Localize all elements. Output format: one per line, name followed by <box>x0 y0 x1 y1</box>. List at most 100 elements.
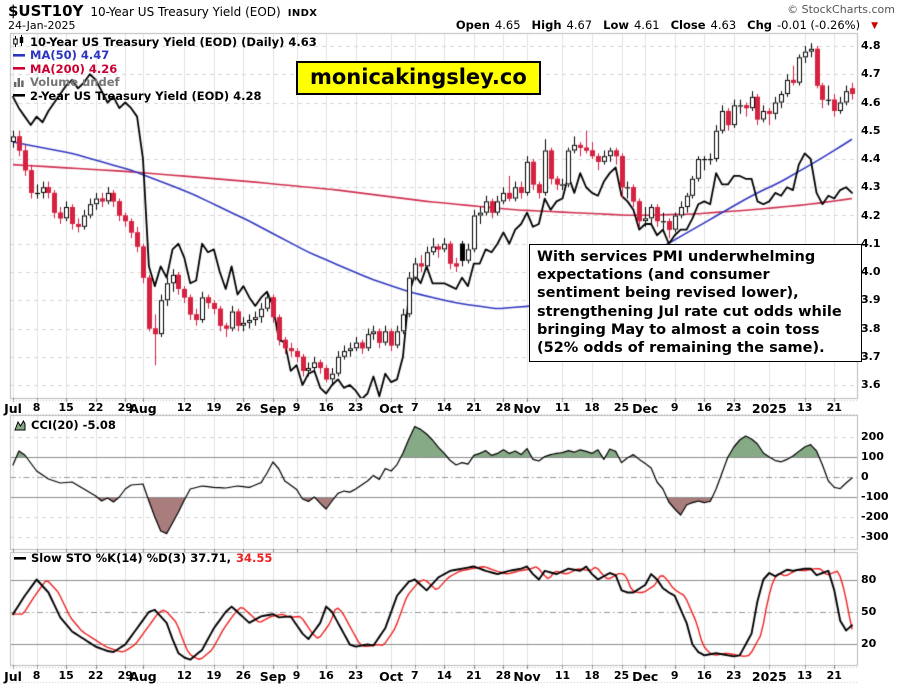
open-label: Open <box>455 18 490 32</box>
x-axis-tick-label: 16 <box>318 668 334 682</box>
x-axis-tick-label: Nov <box>513 401 541 416</box>
change-label: Chg <box>747 18 772 32</box>
change-down-arrow-icon: ▼ <box>871 21 878 31</box>
chart-header: $UST10Y 10-Year US Treasury Yield (EOD) … <box>8 2 317 20</box>
close-value: 4.63 <box>710 18 737 32</box>
x-axis-tick-label: 19 <box>206 668 222 682</box>
x-axis-tick-label: Oct <box>379 401 404 416</box>
x-axis-tick-label: 28 <box>495 668 512 682</box>
y-axis-tick-label: 4.7 <box>861 67 881 81</box>
x-axis-tick-label: 11 <box>554 401 571 414</box>
x-axis-tick-label: Nov <box>513 668 541 684</box>
x-axis-tick-label: 25 <box>613 668 630 682</box>
x-axis-tick-label: 21 <box>466 401 482 414</box>
line2y-icon <box>12 93 25 98</box>
x-axis-tick-label: 15 <box>58 401 74 414</box>
volume-icon <box>12 76 25 88</box>
high-value: 4.67 <box>566 18 593 32</box>
legend-item-label: 2-Year US Treasury Yield (EOD) 4.28 <box>30 88 262 103</box>
x-axis-tick-label: 29 <box>117 401 133 414</box>
sto-k-label: Slow STO %K(14) %D(3) 37.71, <box>31 551 231 565</box>
x-axis-tick-label: 21 <box>826 668 842 682</box>
x-axis-tick-label: 23 <box>726 668 742 682</box>
y-axis-tick-label: 4.6 <box>861 95 881 109</box>
x-axis-tick-label: Dec <box>632 401 659 416</box>
x-axis-tick-label: 16 <box>318 401 334 414</box>
x-axis-tick-label: Oct <box>379 668 404 684</box>
x-axis-tick-label: 12 <box>176 668 192 682</box>
y-axis-tick-label: 100 <box>861 450 884 463</box>
x-axis-tick-label: 2025 <box>751 668 787 684</box>
sto-line-icon <box>13 556 26 561</box>
cci-label: CCI(20) -5.08 <box>31 418 116 432</box>
annotation-box: With services PMI underwhelming expectat… <box>529 244 862 363</box>
legend-item: MA(200) 4.26 <box>12 62 317 76</box>
legend-item: Volume undef <box>12 75 317 89</box>
x-axis-tick-label: 22 <box>88 668 104 682</box>
candlestick-icon <box>12 35 25 48</box>
x-axis-tick-label: 2025 <box>751 401 787 416</box>
x-axis-tick-label: 21 <box>826 401 842 414</box>
x-axis-tick-label: 21 <box>466 668 482 682</box>
x-axis-tick-label: 26 <box>235 668 252 682</box>
legend-item: MA(50) 4.47 <box>12 48 317 63</box>
x-axis-tick-label: 25 <box>613 401 630 414</box>
y-axis-tick-label: 3.7 <box>861 349 881 363</box>
copyright: © StockCharts.com <box>787 3 895 16</box>
x-axis-tick-label: 19 <box>206 401 222 414</box>
x-axis-tick-label: 9 <box>670 668 679 682</box>
legend-item-label: 10-Year US Treasury Yield (EOD) (Daily) … <box>30 34 317 49</box>
x-axis-tick-label: 14 <box>436 668 452 682</box>
instrument-name: 10-Year US Treasury Yield (EOD) <box>90 5 281 19</box>
sto-legend: Slow STO %K(14) %D(3) 37.71, 34.55 <box>13 551 272 565</box>
x-axis-tick-label: 28 <box>495 401 512 414</box>
change-value: -0.01 (-0.26%) <box>777 18 861 32</box>
y-axis-tick-label: 4.5 <box>861 123 881 137</box>
x-axis-tick-label: Aug <box>129 401 157 416</box>
x-axis-tick-label: 13 <box>797 401 813 414</box>
x-axis-tick-label: 7 <box>410 401 419 414</box>
x-axis-tick-label: 7 <box>410 668 419 682</box>
x-axis-tick-label: 23 <box>348 401 364 414</box>
x-axis-tick-label: 16 <box>696 668 712 682</box>
x-axis-tick-label: 16 <box>696 401 712 414</box>
y-axis-tick-label: 50 <box>861 605 877 618</box>
high-label: High <box>531 18 562 32</box>
low-label: Low <box>603 18 629 32</box>
y-axis-tick-label: 20 <box>861 637 877 651</box>
x-axis-tick-label: 29 <box>117 668 133 682</box>
legend-item-label: MA(200) 4.26 <box>30 61 118 76</box>
y-axis-tick-label: 3.9 <box>861 293 881 307</box>
close-label: Close <box>670 18 706 32</box>
legend-item: 2-Year US Treasury Yield (EOD) 4.28 <box>12 89 317 103</box>
x-axis-tick-label: 15 <box>58 668 74 682</box>
y-axis-tick-label: 4.8 <box>861 39 881 52</box>
x-axis-tick-label: 26 <box>235 401 252 414</box>
main-chart-legend: 10-Year US Treasury Yield (EOD) (Daily) … <box>12 35 317 103</box>
x-axis-tick-label: 18 <box>584 668 600 682</box>
cci-legend: CCI(20) -5.08 <box>13 418 116 432</box>
y-axis-tick-label: 4.2 <box>861 208 881 222</box>
legend-item-label: MA(50) 4.47 <box>30 48 110 63</box>
ohlc-quote-row: Open 4.65 High 4.67 Low 4.61 Close 4.63 … <box>456 18 878 32</box>
y-axis-tick-label: 3.8 <box>861 321 881 335</box>
x-axis-tick-label: 23 <box>348 668 364 682</box>
x-axis-tick-label: Jul <box>4 401 22 416</box>
x-axis-tick-label: 23 <box>726 401 742 414</box>
y-axis-tick-label: 4.0 <box>861 265 881 278</box>
x-axis-tick-label: 22 <box>88 401 104 414</box>
y-axis-tick-label: -100 <box>861 490 889 503</box>
x-axis-tick-label: 18 <box>584 401 600 414</box>
watermark-badge: monicakingsley.co <box>296 61 541 95</box>
cci-area-icon <box>13 419 26 431</box>
x-axis-tick-label: 8 <box>32 668 41 682</box>
ma200-line-icon <box>12 66 25 71</box>
x-axis-tick-label: 9 <box>292 401 301 414</box>
x-axis-tick-label: 8 <box>32 401 41 414</box>
x-axis-tick-label: Sep <box>259 668 287 684</box>
y-axis-tick-label: 4.1 <box>861 236 881 250</box>
exchange-tag: INDX <box>287 8 318 19</box>
y-axis-tick-label: -200 <box>861 510 889 523</box>
x-axis-tick-label: Sep <box>259 401 287 416</box>
x-axis-tick-label: Dec <box>632 668 659 684</box>
